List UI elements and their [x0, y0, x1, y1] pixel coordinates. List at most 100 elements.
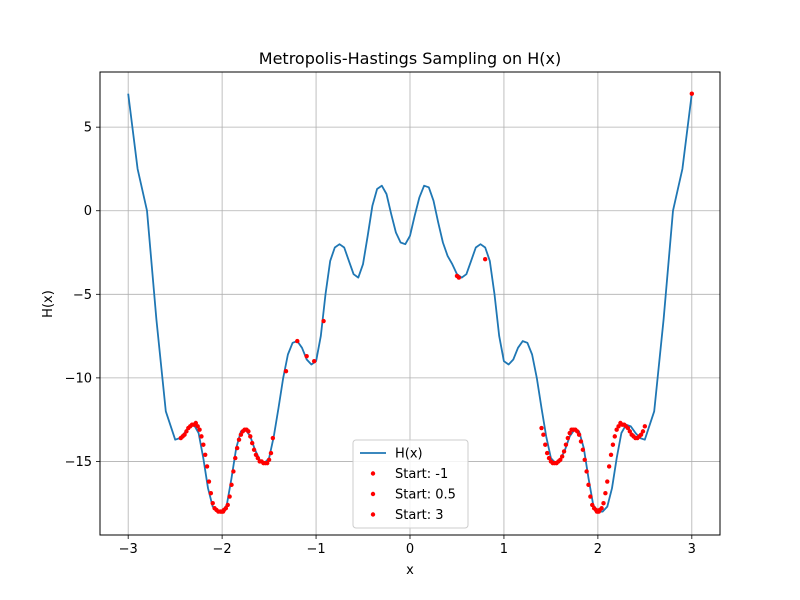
- series-points-1: [178, 318, 326, 514]
- series-points-3: [689, 91, 695, 96]
- legend-entry: Start: -1: [370, 467, 448, 482]
- sample-point: [625, 425, 631, 431]
- sample-point: [265, 460, 270, 466]
- sample-point: [266, 457, 272, 462]
- sample-point: [253, 452, 259, 457]
- legend-point-swatch: [370, 471, 376, 476]
- sample-point: [638, 432, 644, 437]
- sample-point: [283, 368, 289, 374]
- y-tick-label: −10: [65, 371, 92, 386]
- sample-point: [251, 447, 257, 452]
- x-axis-label: x: [406, 563, 414, 578]
- sample-point: [559, 454, 565, 459]
- y-tick-label: −15: [65, 455, 92, 470]
- sample-point: [195, 424, 200, 429]
- sample-point: [558, 457, 563, 462]
- sample-point: [249, 440, 255, 446]
- sample-point: [295, 338, 300, 344]
- sample-point: [546, 455, 552, 461]
- sample-point: [321, 318, 326, 324]
- sample-point: [578, 439, 584, 444]
- x-tick-label: 0: [406, 542, 414, 557]
- sample-point: [268, 450, 274, 456]
- sample-point: [255, 455, 261, 461]
- sample-point: [616, 424, 621, 429]
- legend: H(x) Start: -1 Start: 0.5 Start: 3: [352, 439, 469, 529]
- sample-point: [225, 502, 230, 508]
- sample-point: [234, 445, 240, 451]
- sample-point: [567, 430, 572, 436]
- sample-point: [227, 494, 232, 499]
- x-tick-label: 3: [688, 542, 696, 557]
- grid: [100, 72, 720, 535]
- sample-point: [304, 353, 309, 359]
- sample-point: [539, 425, 544, 431]
- sample-point: [210, 501, 215, 506]
- sample-point: [563, 442, 569, 447]
- legend-label: Start: 3: [395, 508, 444, 523]
- plot-area: [127, 91, 695, 514]
- series-points-2: [454, 257, 648, 514]
- legend-label: H(x): [395, 447, 423, 462]
- sample-point: [614, 427, 619, 432]
- sample-point: [204, 464, 210, 469]
- legend-label: Start: -1: [395, 467, 448, 482]
- sample-point: [231, 469, 236, 474]
- sample-point: [456, 275, 462, 280]
- y-tick-label: −5: [73, 288, 92, 303]
- sample-point: [197, 427, 202, 432]
- sample-point: [208, 491, 214, 496]
- legend-point-swatch: [370, 512, 376, 517]
- sample-point: [603, 491, 608, 496]
- y-tick-label: 0: [84, 204, 92, 219]
- y-axis-ticks: 5 0 −5 −10 −15: [65, 121, 100, 470]
- sample-point: [543, 442, 548, 447]
- legend-box: [352, 439, 469, 529]
- sample-point: [576, 432, 582, 437]
- y-tick-label: 5: [84, 121, 92, 136]
- sample-point: [642, 424, 648, 429]
- sample-point: [229, 482, 234, 488]
- sample-point: [565, 435, 571, 441]
- x-tick-label: 1: [500, 542, 508, 557]
- sample-point: [640, 429, 646, 434]
- sample-point: [206, 479, 212, 484]
- y-axis-label: H(x): [41, 290, 56, 318]
- sample-point: [584, 469, 589, 474]
- sample-point: [582, 457, 587, 462]
- sample-point: [482, 257, 488, 262]
- sample-point: [608, 452, 614, 457]
- sample-point: [238, 432, 244, 437]
- legend-entry: Start: 0.5: [370, 488, 456, 503]
- x-tick-label: −2: [213, 542, 232, 557]
- sample-point: [270, 435, 276, 441]
- sample-point: [223, 506, 229, 511]
- x-tick-label: −3: [119, 542, 138, 557]
- x-axis-ticks: −3 −2 −1 0 1 2 3: [119, 535, 696, 557]
- sample-point: [561, 449, 567, 454]
- sample-point: [182, 432, 187, 437]
- sample-point: [233, 455, 238, 461]
- sample-point: [236, 437, 242, 442]
- sample-point: [610, 442, 616, 447]
- legend-point-swatch: [370, 491, 376, 497]
- sample-point: [606, 464, 612, 469]
- sample-point: [201, 442, 206, 447]
- sample-point: [193, 420, 199, 426]
- sample-point: [199, 434, 204, 439]
- sample-point: [246, 429, 251, 434]
- legend-entry: Start: 3: [370, 508, 444, 523]
- sample-point: [590, 502, 595, 508]
- sample-point: [599, 506, 604, 511]
- x-tick-label: 2: [594, 542, 602, 557]
- x-tick-label: −1: [306, 542, 325, 557]
- legend-label: Start: 0.5: [395, 488, 456, 503]
- legend-entry: H(x): [360, 447, 423, 462]
- sample-point: [612, 434, 617, 439]
- sample-point: [311, 358, 317, 364]
- sample-point: [588, 494, 593, 499]
- sample-point: [203, 452, 208, 457]
- sample-point: [575, 429, 580, 434]
- sample-point: [544, 450, 550, 456]
